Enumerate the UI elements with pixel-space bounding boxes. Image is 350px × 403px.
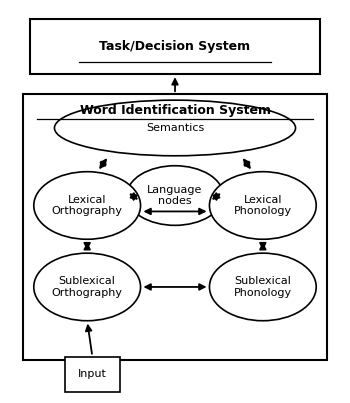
- Ellipse shape: [55, 100, 295, 156]
- Ellipse shape: [34, 172, 141, 239]
- Text: Sublexical
Orthography: Sublexical Orthography: [52, 276, 122, 298]
- Text: Lexical
Phonology: Lexical Phonology: [234, 195, 292, 216]
- Bar: [23, 94, 327, 360]
- Ellipse shape: [127, 166, 223, 225]
- Text: Lexical
Orthography: Lexical Orthography: [52, 195, 122, 216]
- Ellipse shape: [209, 253, 316, 321]
- Text: Sublexical
Phonology: Sublexical Phonology: [234, 276, 292, 298]
- Text: Task/Decision System: Task/Decision System: [99, 40, 251, 53]
- Ellipse shape: [209, 172, 316, 239]
- Bar: [65, 357, 120, 392]
- Text: Semantics: Semantics: [146, 123, 204, 133]
- Text: Language
nodes: Language nodes: [147, 185, 203, 206]
- Text: Word Identification System: Word Identification System: [79, 104, 271, 117]
- Text: Input: Input: [78, 370, 107, 379]
- Bar: [30, 19, 320, 74]
- Ellipse shape: [34, 253, 141, 321]
